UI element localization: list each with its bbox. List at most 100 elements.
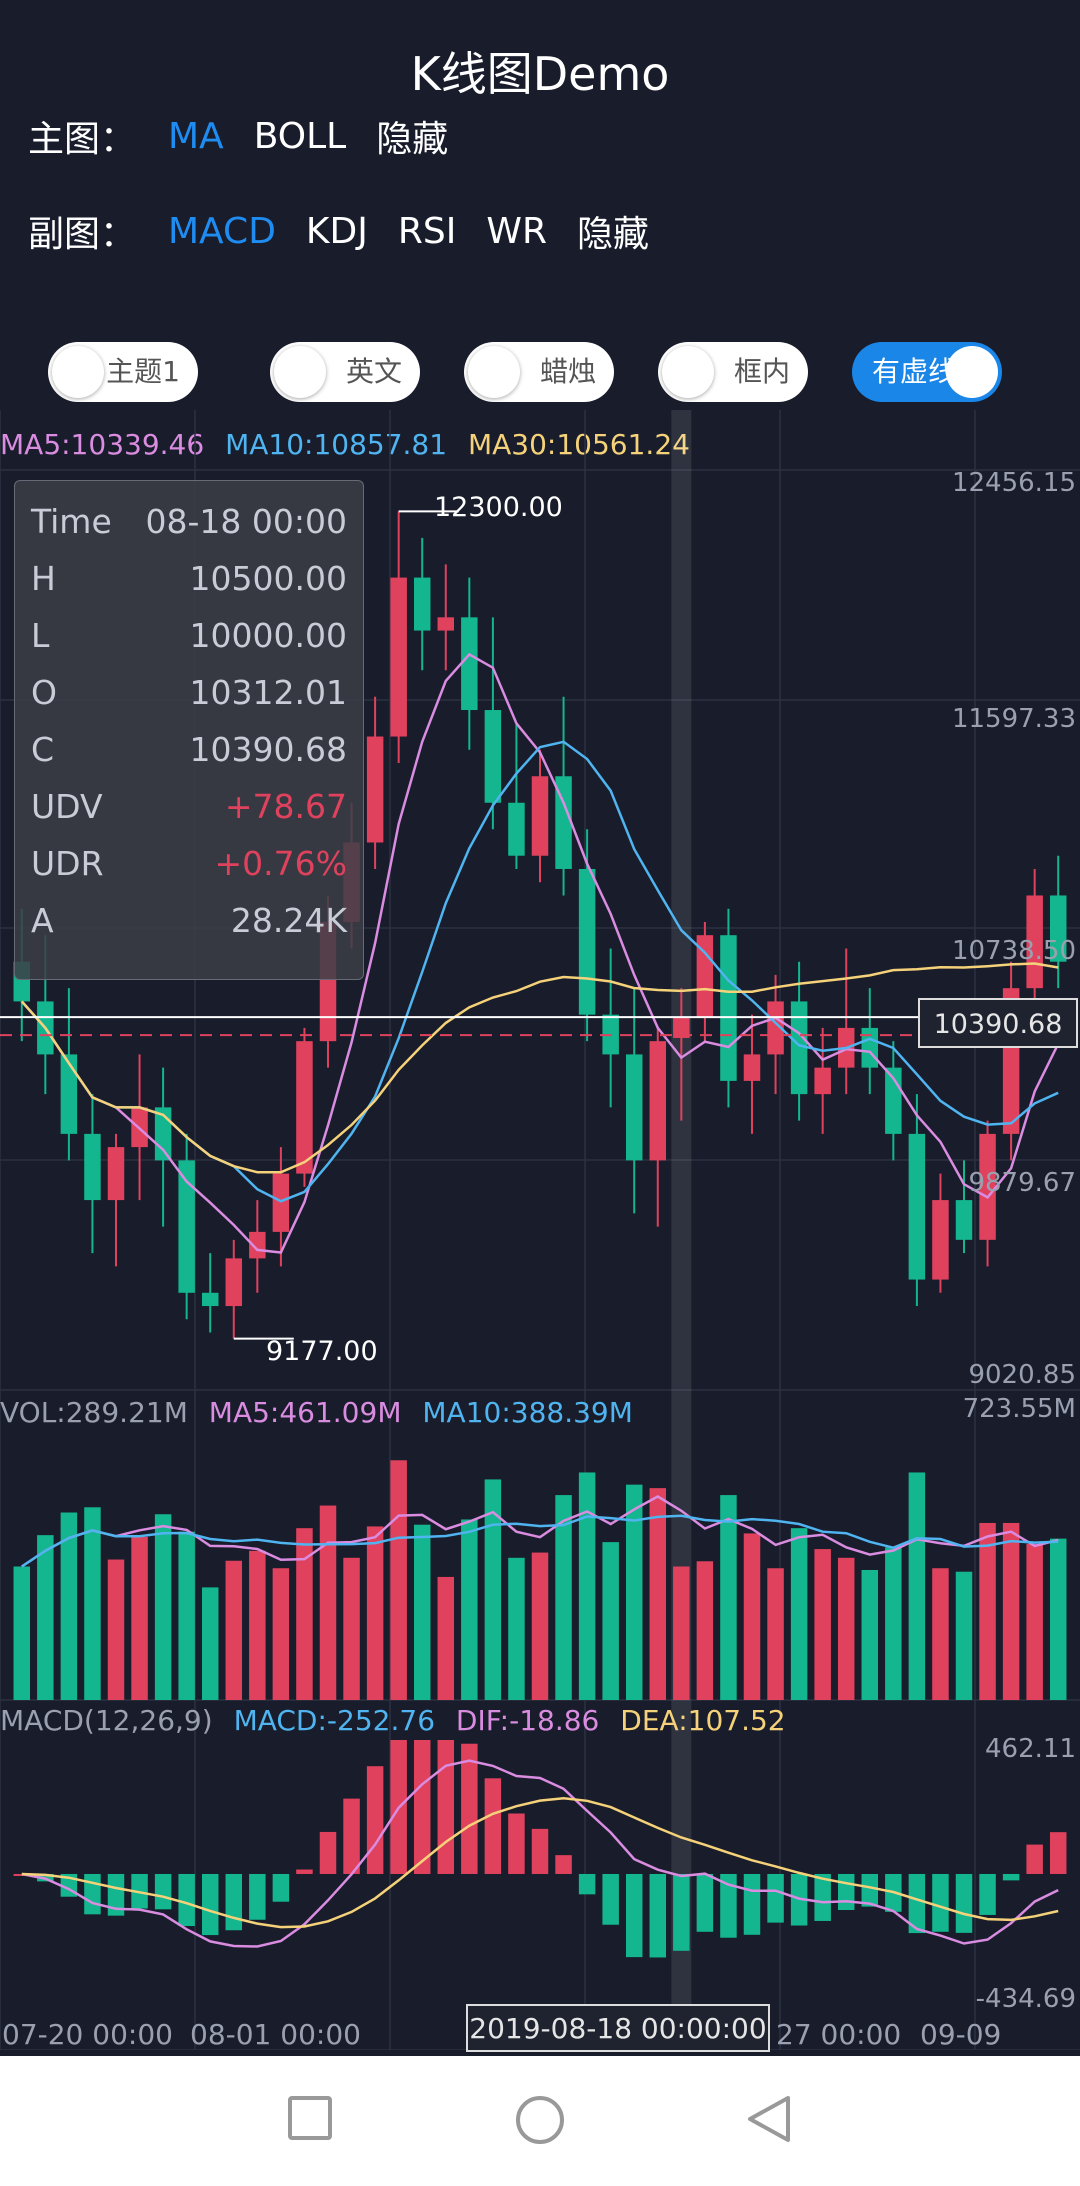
- page-title: K线图Demo: [410, 47, 670, 101]
- candle-body: [508, 802, 525, 856]
- main-option-boll[interactable]: BOLL: [253, 115, 347, 157]
- macd-bar: [955, 1873, 973, 1933]
- candle-body: [84, 1133, 101, 1201]
- macd-bar: [107, 1873, 125, 1916]
- tooltip-value: +0.76%: [214, 844, 347, 883]
- ma-legend: MA5:10339.46 MA10:10857.81 MA30:10561.24: [0, 428, 702, 461]
- macd-bar: [1026, 1844, 1043, 1874]
- main-option-hide[interactable]: 隐藏: [376, 119, 449, 160]
- toggle-theme[interactable]: 主题1: [48, 342, 198, 402]
- candle-body: [790, 1001, 808, 1095]
- macd-name: MACD(12,26,9): [0, 1704, 213, 1737]
- sub-option-hide[interactable]: 隐藏: [576, 214, 649, 255]
- high-price-label: 12300.00: [434, 492, 563, 523]
- sub-option-kdj[interactable]: KDJ: [305, 210, 368, 252]
- macd-axis-min: -434.69: [975, 1984, 1076, 2014]
- macd-bar: [201, 1873, 219, 1936]
- macd-bar: [461, 1743, 478, 1874]
- toggle-english[interactable]: 英文: [270, 342, 420, 402]
- candle-body: [908, 1133, 926, 1280]
- macd-bar: [1049, 1832, 1067, 1874]
- candle-body: [555, 776, 572, 869]
- kline-chart[interactable]: [0, 410, 1080, 2050]
- x-axis-label: 07-20 00:00: [2, 2018, 173, 2051]
- macd-bar: [272, 1873, 290, 1902]
- home-icon[interactable]: [514, 2094, 566, 2146]
- volume-bar: [272, 1568, 290, 1700]
- candle-body: [225, 1258, 243, 1307]
- macd-bar: [1002, 1873, 1020, 1881]
- tooltip-value: 08-18 00:00: [145, 502, 347, 541]
- ma30-line: [20, 962, 1059, 1174]
- volume-bar: [437, 1576, 455, 1700]
- volume-bar: [201, 1587, 219, 1700]
- volume-bar: [225, 1560, 243, 1700]
- sub-chart-selector: 副图： MACD KDJ RSI WR 隐藏: [28, 205, 679, 257]
- volume-bar: [649, 1488, 667, 1700]
- main-option-ma[interactable]: MA: [168, 115, 224, 157]
- candle-body: [296, 1041, 313, 1174]
- price-axis-label: 10738.50: [951, 936, 1076, 966]
- vol-ma10-value: MA10:388.39M: [422, 1396, 633, 1429]
- volume-bar: [720, 1495, 737, 1700]
- back-icon[interactable]: [744, 2094, 794, 2144]
- x-axis-label: 08-01 00:00: [190, 2018, 361, 2051]
- macd-bar: [296, 1869, 313, 1874]
- candle-body: [107, 1147, 125, 1201]
- toggle-inside[interactable]: 框内: [658, 342, 808, 402]
- volume-bar: [790, 1528, 808, 1700]
- vol-ma5-value: MA5:461.09M: [208, 1396, 402, 1429]
- sub-option-macd[interactable]: MACD: [168, 210, 276, 252]
- sub-option-rsi[interactable]: RSI: [397, 210, 457, 252]
- tooltip-value: 10312.01: [189, 673, 347, 712]
- volume-bar: [578, 1472, 596, 1700]
- volume-bar: [319, 1505, 337, 1700]
- sub-option-wr[interactable]: WR: [486, 210, 547, 252]
- volume-bar: [625, 1484, 643, 1700]
- low-price-label: 9177.00: [266, 1336, 378, 1367]
- macd-bar: [696, 1873, 714, 1932]
- tooltip-value: 10390.68: [189, 730, 347, 769]
- candle-body: [814, 1067, 831, 1095]
- tooltip-row: UDR +0.76%: [31, 835, 347, 892]
- toggle-label: 有虚线: [872, 355, 957, 388]
- macd-bar: [154, 1873, 172, 1910]
- tooltip-key: Time: [31, 502, 112, 541]
- volume-bar: [955, 1571, 973, 1700]
- tooltip-key: L: [31, 616, 50, 655]
- volume-bar: [390, 1460, 407, 1700]
- volume-bar: [131, 1536, 148, 1700]
- candle-body: [979, 1133, 996, 1240]
- macd-bar: [649, 1873, 667, 1958]
- tooltip-key: O: [31, 673, 57, 712]
- toggle-dashed-line[interactable]: 有虚线: [852, 342, 1002, 402]
- volume-bar: [861, 1569, 879, 1700]
- volume-bar: [461, 1519, 478, 1700]
- volume-bar: [1002, 1522, 1020, 1700]
- macd-bar: [814, 1873, 831, 1921]
- main-chart-label: 主图：: [28, 119, 137, 160]
- tooltip-panel: Time 08-18 00:00 H 10500.00 L 10000.00 O 103…: [14, 480, 364, 980]
- candle-body: [413, 577, 431, 631]
- macd-bar: [602, 1873, 619, 1925]
- volume-bar: [979, 1522, 996, 1700]
- tooltip-key: UDR: [31, 844, 104, 883]
- candle-body: [743, 1054, 761, 1081]
- toggle-label: 英文: [345, 355, 402, 388]
- macd-bar: [555, 1855, 572, 1874]
- toggle-knob: [52, 346, 104, 398]
- candle-body: [366, 736, 384, 843]
- vol-legend: VOL:289.21M MA5:461.09M MA10:388.39M: [0, 1396, 645, 1429]
- tooltip-row: A 28.24K: [31, 892, 347, 949]
- candle-body: [578, 868, 596, 1015]
- tooltip-row: H 10500.00: [31, 550, 347, 607]
- dif-line: [21, 1759, 1059, 1948]
- candle-body: [484, 710, 502, 803]
- current-price-badge: 10390.68: [918, 998, 1078, 1048]
- volume-bar: [296, 1528, 313, 1700]
- tooltip-row: O 10312.01: [31, 664, 347, 721]
- candle-body: [437, 617, 455, 631]
- recent-apps-icon[interactable]: [286, 2094, 334, 2142]
- toggle-candle[interactable]: 蜡烛: [464, 342, 614, 402]
- volume-bar: [249, 1550, 266, 1700]
